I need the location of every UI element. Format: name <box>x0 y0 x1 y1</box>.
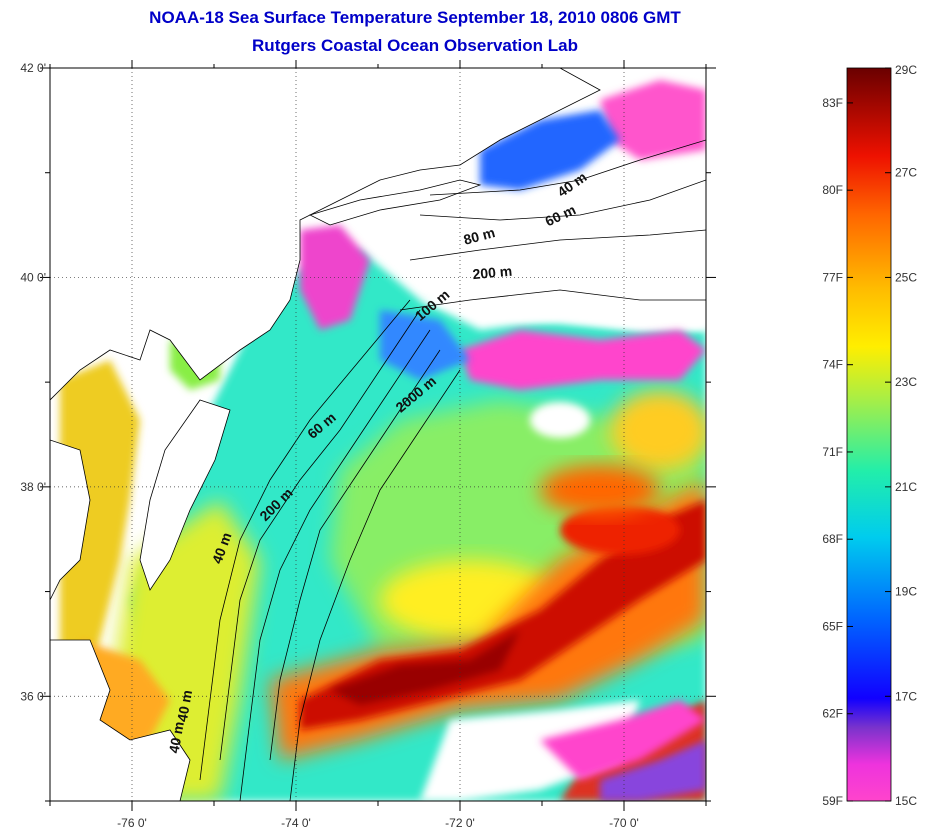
cloud-edge-blue-shelf <box>380 310 470 380</box>
contour-line-60m <box>419 179 706 221</box>
celsius-tick-label: 21C <box>895 480 917 494</box>
cloud-edge-magenta-sw <box>540 700 706 780</box>
colorbar: 29C 27C 25C 23C 21C 19C 17C 15C 83F 80F 77F 74F 71F 6… <box>822 63 917 808</box>
contour-line-80m <box>409 229 706 261</box>
sst-yellow-patch-2 <box>610 390 706 470</box>
fahrenheit-tick-label: 74F <box>822 358 843 372</box>
celsius-tick-label: 29C <box>895 63 917 77</box>
contour-line-40m <box>429 139 706 196</box>
contour-line-shelf-4 <box>269 349 441 761</box>
fahrenheit-tick-label: 80F <box>822 183 843 197</box>
fahrenheit-tick-label: 65F <box>822 619 843 633</box>
cloud-edge-magenta-mid <box>460 330 706 390</box>
fahrenheit-tick-label: 71F <box>822 445 843 459</box>
lat-tick-label: 38 0' <box>20 480 46 494</box>
celsius-tick-label: 25C <box>895 270 917 284</box>
contour-line-200m-north <box>399 289 706 311</box>
cloud-edge-purple-se <box>600 740 706 801</box>
celsius-tick-label: 17C <box>895 689 917 703</box>
lat-tick-label: 40 0' <box>20 270 46 284</box>
lon-tick-label: -70 0' <box>609 816 639 830</box>
lat-tick-label: 42 0' <box>20 61 46 75</box>
contour-line-shelf-2 <box>239 329 431 801</box>
cloud-edge-magenta-shelf <box>300 225 370 330</box>
cloud-edge-blue-ne <box>480 110 620 190</box>
sst-darkred-core <box>330 630 520 705</box>
contour-line-shelf-1 <box>219 309 421 761</box>
fahrenheit-tick-label: 62F <box>822 707 843 721</box>
lat-tick-label: 36 0' <box>20 689 46 703</box>
land-mainland <box>50 68 601 401</box>
land-delmarva <box>139 399 231 591</box>
cloud-edge-magenta-ne <box>600 80 706 160</box>
axis-ticks: -76 0' -74 0' -72 0' -70 0' 42 0' 40 0' 38 0' 3… <box>20 60 716 830</box>
fahrenheit-tick-label: 59F <box>822 794 843 808</box>
contour-label: 200 m <box>472 263 513 282</box>
celsius-tick-label: 27C <box>895 166 917 180</box>
sst-orange-patch-north <box>540 465 660 515</box>
fahrenheit-tick-label: 68F <box>822 532 843 546</box>
cloud-gap-east <box>530 402 590 438</box>
celsius-tick-label: 23C <box>895 375 917 389</box>
contour-line-shelf-3 <box>199 299 411 781</box>
fahrenheit-tick-label: 77F <box>822 270 843 284</box>
land-carolina <box>50 639 191 801</box>
land-virginia <box>50 439 91 601</box>
colorbar-ticks: 29C 27C 25C 23C 21C 19C 17C 15C 83F 80F 77F 74F 71F 6… <box>822 63 917 808</box>
cloud-gap-south <box>420 700 640 801</box>
celsius-tick-label: 15C <box>895 794 917 808</box>
contour-label: 40 m <box>166 720 187 754</box>
celsius-tick-label: 19C <box>895 585 917 599</box>
contour-label: 80 m <box>462 224 497 248</box>
map-subtitle: Rutgers Coastal Ocean Observation Lab <box>252 36 578 55</box>
colorbar-frame <box>846 67 892 802</box>
lon-tick-label: -74 0' <box>281 816 311 830</box>
map-title: NOAA-18 Sea Surface Temperature Septembe… <box>149 8 681 27</box>
land-long-island <box>308 179 482 226</box>
contour-line-2000m <box>289 369 461 801</box>
lon-tick-label: -72 0' <box>445 816 475 830</box>
cloud-gap-north <box>420 230 706 330</box>
land <box>50 68 601 801</box>
fahrenheit-tick-label: 83F <box>822 96 843 110</box>
bathymetry-contours <box>199 139 706 801</box>
sst-red-patch-east <box>560 505 680 555</box>
colorbar-gradient <box>847 68 891 801</box>
contour-label: 40 m <box>174 689 195 723</box>
lon-tick-label: -76 0' <box>117 816 147 830</box>
